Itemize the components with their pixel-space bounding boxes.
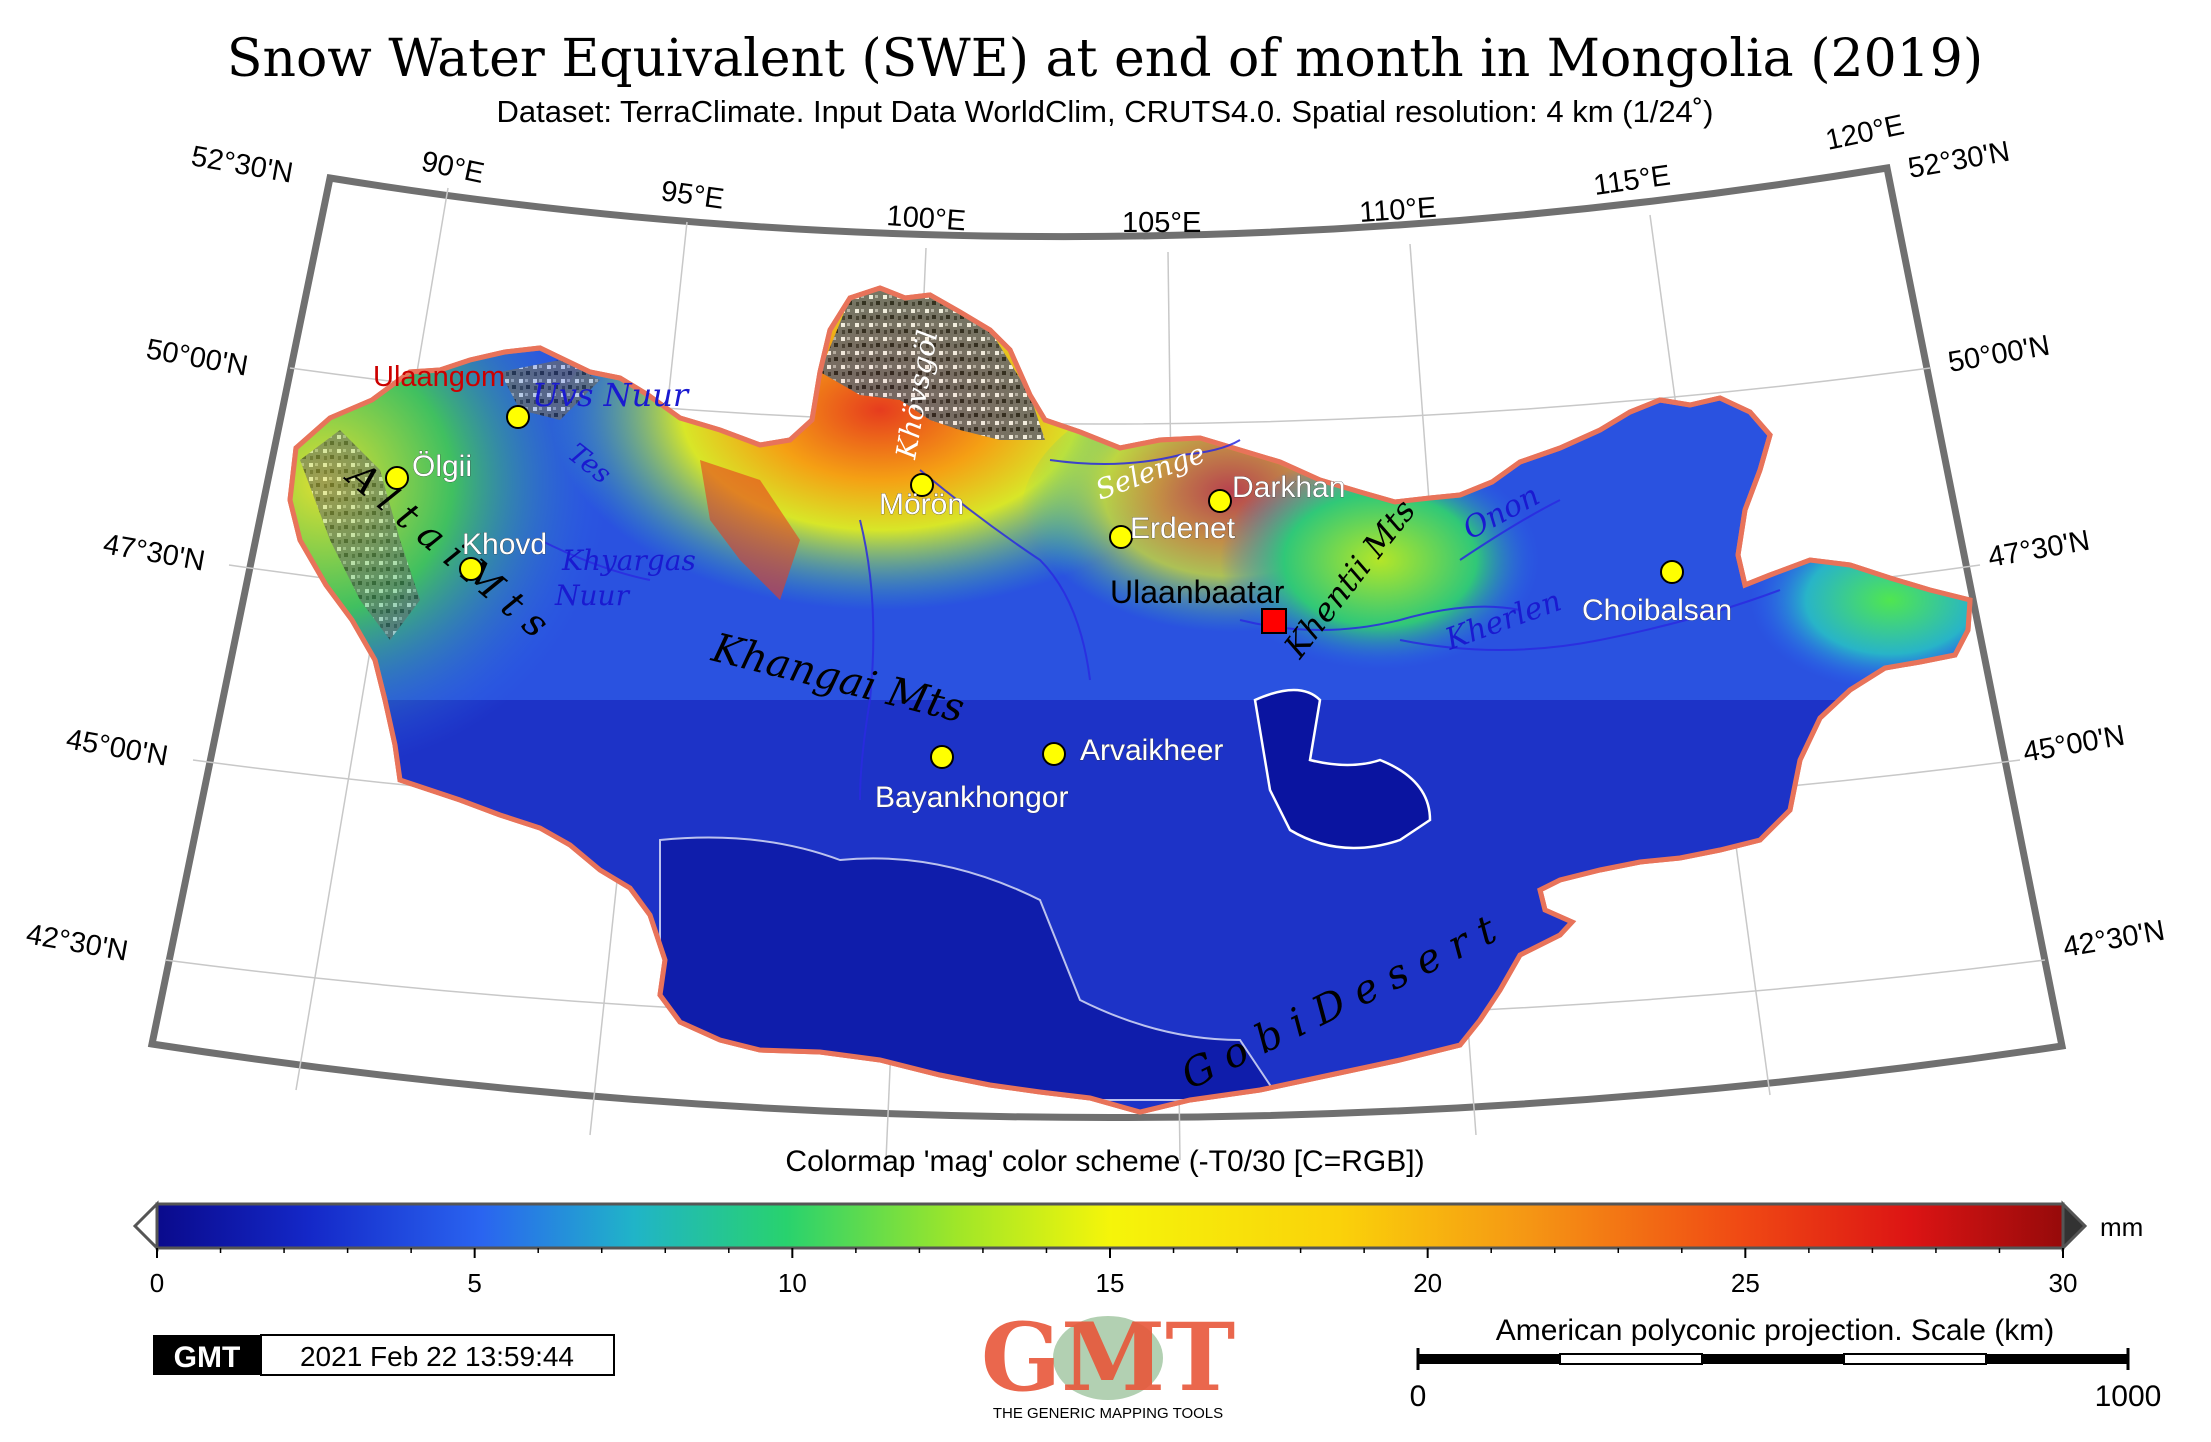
city-marker — [1208, 489, 1232, 513]
colorbar-tick-label: 30 — [2049, 1268, 2078, 1298]
scalebar-start: 0 — [1410, 1380, 1427, 1413]
city-moron: Mörön — [879, 473, 964, 521]
gmt-timestamp-logo: GMT — [174, 1341, 241, 1374]
lon-label-100: 100°E — [886, 200, 967, 237]
city-label-olgii: Ölgii — [412, 450, 472, 483]
gmt-logo-text: GMT — [981, 1303, 1235, 1413]
city-marker — [506, 405, 530, 429]
colorbar-tick-label: 25 — [1731, 1268, 1760, 1298]
lat-label-left-5000: 50°00'N — [144, 333, 251, 382]
timestamp-box: GMT 2021 Feb 22 13:59:44 — [153, 1334, 615, 1376]
city-label-ulaanbaatar: Ulaanbaatar — [1110, 574, 1285, 610]
colorbar-ticks: 0 5 10 15 20 25 30 — [150, 1248, 2078, 1298]
lon-label-120: 120°E — [1823, 109, 1907, 157]
city-marker — [910, 473, 934, 497]
city-erdenet: Erdenet — [1109, 512, 1236, 549]
lat-label-right-5230: 52°30'N — [1906, 136, 2013, 185]
gmt-timestamp-logo-bg — [153, 1335, 261, 1375]
map-subtitle: Dataset: TerraClimate. Input Data WorldC… — [497, 94, 1714, 129]
colormap-caption: Colormap 'mag' color scheme (-T0/30 [C=R… — [785, 1145, 1424, 1178]
scalebar: American polyconic projection. Scale (km… — [1410, 1314, 2162, 1413]
scalebar-end: 1000 — [2095, 1380, 2162, 1413]
colorbar-high-triangle — [2061, 1200, 2088, 1252]
khyargas-label: Khyargas — [561, 544, 696, 577]
colorbar-tick-label: 10 — [778, 1268, 807, 1298]
lon-label-90: 90°E — [419, 146, 487, 190]
city-label-erdenet: Erdenet — [1130, 512, 1236, 545]
capital-marker — [1261, 608, 1287, 634]
uvs-nuur-label: Uvs Nuur — [532, 376, 690, 414]
gmt-logo: GMT THE GENERIC MAPPING TOOLS — [981, 1303, 1235, 1422]
city-olgii: Ölgii — [385, 450, 472, 490]
city-ulaanbaatar: Ulaanbaatar — [1110, 574, 1287, 634]
map-title: Snow Water Equivalent (SWE) at end of mo… — [227, 29, 1983, 89]
gmt-logo-caption: THE GENERIC MAPPING TOOLS — [993, 1405, 1223, 1422]
lat-label-left-4230: 42°30'N — [24, 918, 131, 967]
city-label-khovd: Khovd — [462, 528, 547, 561]
lat-label-right-4500: 45°00'N — [2021, 720, 2128, 769]
city-label-darkhan: Darkhan — [1232, 471, 1345, 504]
city-label-arvaikheer: Arvaikheer — [1080, 734, 1223, 767]
city-marker — [1042, 742, 1066, 766]
city-label-moron: Mörön — [879, 488, 964, 521]
city-marker — [930, 745, 954, 769]
city-bayankhongor: Bayankhongor — [875, 745, 1069, 814]
lon-label-110: 110°E — [1358, 192, 1437, 229]
timestamp-frame — [260, 1334, 615, 1376]
scalebar-segment — [1702, 1354, 1844, 1364]
cities: Ulaangom Ölgii Khovd Mörön Erdenet Darkh… — [373, 361, 1732, 814]
scalebar-segment — [1559, 1353, 1703, 1365]
city-label-bayankhongor: Bayankhongor — [875, 781, 1068, 814]
lat-label-left-4730: 47°30'N — [101, 528, 208, 577]
colorbar-tick-label: 0 — [150, 1268, 164, 1298]
colorbar-tick-label: 20 — [1413, 1268, 1442, 1298]
lon-label-115: 115°E — [1592, 160, 1673, 202]
lat-label-right-5000: 50°00'N — [1946, 330, 2053, 379]
country-border — [287, 285, 1973, 1115]
city-choibalsan: Choibalsan — [1582, 560, 1732, 627]
city-darkhan: Darkhan — [1208, 471, 1346, 513]
scalebar-segment — [1986, 1354, 2128, 1364]
lat-label-left-5230: 52°30'N — [189, 140, 296, 189]
rivers — [539, 439, 1781, 801]
city-marker — [1109, 525, 1133, 549]
lon-label-105: 105°E — [1122, 207, 1201, 239]
city-marker — [1660, 560, 1684, 584]
colorbar-tick-label: 15 — [1096, 1268, 1125, 1298]
city-ulaangom: Ulaangom — [373, 361, 530, 429]
colorbar-low-triangle — [132, 1200, 159, 1252]
lat-label-left-4500: 45°00'N — [64, 723, 171, 772]
colorbar-unit: mm — [2100, 1212, 2143, 1242]
city-arvaikheer: Arvaikheer — [1042, 734, 1224, 767]
lat-label-right-4730: 47°30'N — [1986, 525, 2093, 574]
colorbar-gradient — [155, 1202, 2065, 1250]
scalebar-segment — [1843, 1353, 1987, 1365]
nuur-label: Nuur — [554, 579, 631, 612]
lat-label-right-4230: 42°30'N — [2061, 915, 2168, 964]
gmt-logo-globe — [1053, 1316, 1163, 1400]
colorbar: mm 0 5 10 15 20 25 30 — [132, 1200, 2143, 1298]
city-marker — [385, 466, 409, 490]
city-khovd: Khovd — [459, 528, 547, 581]
city-label-choibalsan: Choibalsan — [1582, 594, 1732, 627]
colorbar-tick-label: 5 — [467, 1268, 481, 1298]
scalebar-caption: American polyconic projection. Scale (km… — [1496, 1314, 2055, 1347]
scalebar-segment — [1418, 1354, 1560, 1364]
city-marker — [459, 557, 483, 581]
timestamp-value: 2021 Feb 22 13:59:44 — [300, 1341, 574, 1372]
lon-label-95: 95°E — [659, 175, 726, 215]
city-label-ulaangom: Ulaangom — [373, 361, 505, 393]
